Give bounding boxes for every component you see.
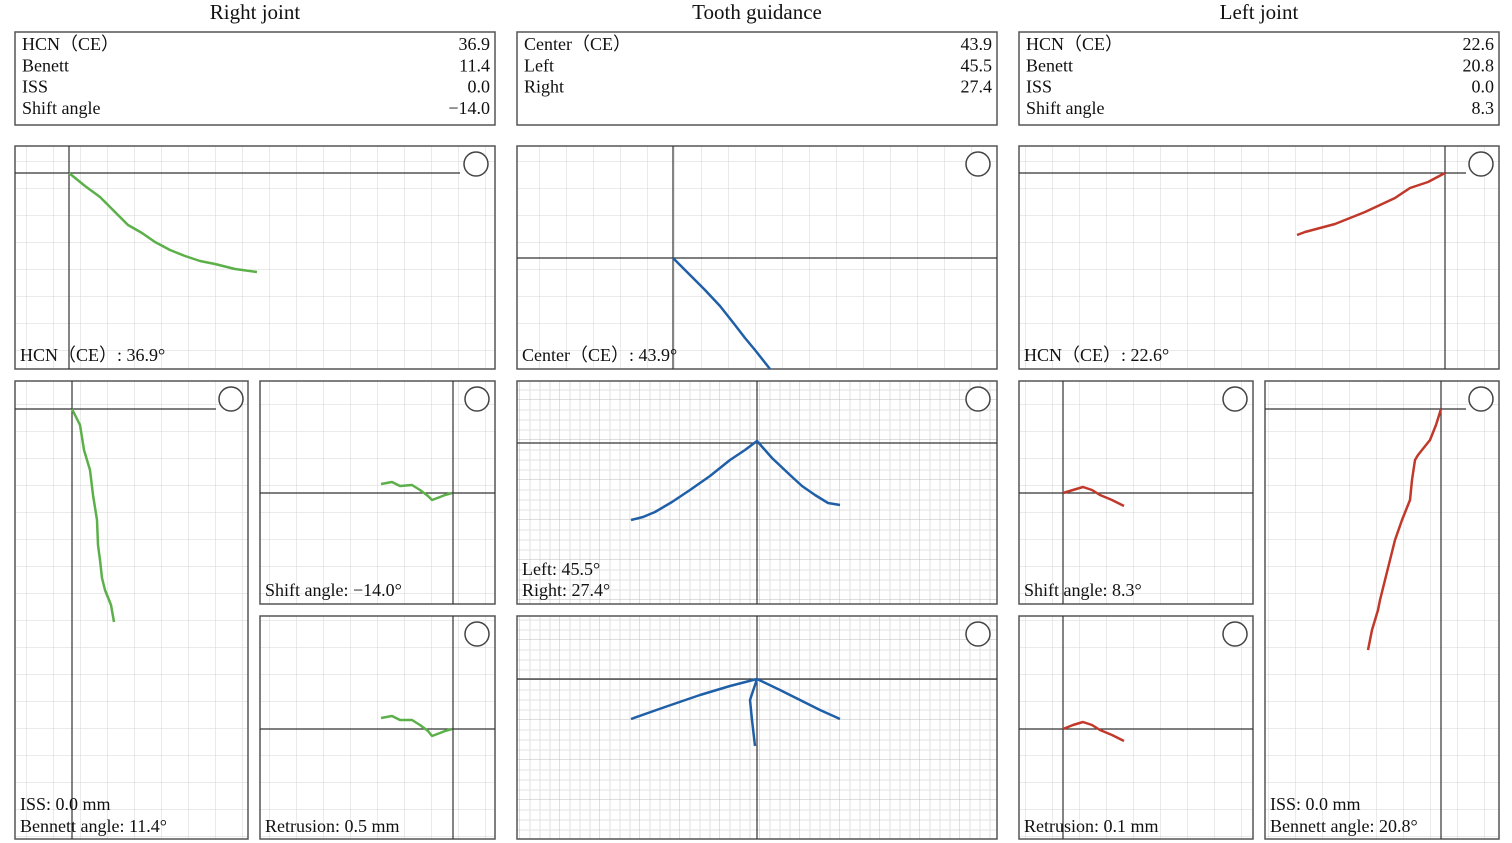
info-box: [14, 31, 496, 126]
info-value: 0.0: [1472, 77, 1495, 97]
view-icon: [965, 621, 991, 647]
trace: [630, 439, 841, 522]
trace: [380, 714, 453, 738]
trace: [1296, 171, 1446, 237]
panel-caption: HCN（CE）: 22.6°: [1024, 345, 1169, 365]
axes: [15, 146, 1466, 839]
trace: [70, 408, 116, 623]
view-icon: [218, 386, 244, 412]
info-value: 20.8: [1463, 55, 1495, 75]
info-value: 22.6: [1463, 34, 1495, 54]
plot-panel: [259, 615, 496, 840]
plot-panel: [1018, 615, 1254, 840]
column-title: Left joint: [1220, 0, 1299, 24]
panel-caption: Retrusion: 0.1 mm: [1024, 816, 1159, 836]
plot-panel: [1264, 380, 1500, 840]
trace: [1366, 408, 1443, 651]
trace: [380, 480, 453, 502]
view-icon: [965, 386, 991, 412]
panel-caption: ISS: 0.0 mm: [1270, 794, 1361, 814]
view-icon: [1468, 151, 1494, 177]
info-box: [1018, 31, 1500, 126]
info-label: Shift angle: [22, 98, 101, 118]
trace: [672, 257, 771, 370]
traces: [68, 171, 1446, 747]
panel-caption: Center（CE）: 43.9°: [522, 345, 677, 365]
icons: [218, 151, 1494, 647]
view-icon: [463, 151, 489, 177]
panel-caption: Shift angle: −14.0°: [265, 580, 402, 600]
column-title: Right joint: [210, 0, 301, 24]
info-label: Right: [524, 77, 564, 97]
info-box: [516, 31, 998, 126]
info-label: Benett: [22, 55, 69, 75]
trace: [748, 678, 759, 747]
info-value: 11.4: [459, 55, 490, 75]
panel-caption: Bennett angle: 20.8°: [1270, 816, 1418, 836]
view-icon: [965, 151, 991, 177]
trace: [1062, 720, 1125, 743]
trace: [1062, 485, 1125, 508]
info-label: Benett: [1026, 55, 1073, 75]
plot-panel: [1018, 145, 1500, 370]
panel-caption: HCN（CE）: 36.9°: [20, 345, 165, 365]
info-value: 27.4: [961, 77, 993, 97]
panel-caption: Bennett angle: 11.4°: [20, 816, 167, 836]
info-value: 0.0: [468, 77, 491, 97]
info-value: 43.9: [961, 34, 993, 54]
view-icon: [1222, 386, 1248, 412]
info-label: Center（CE）: [524, 34, 631, 54]
info-label: HCN（CE）: [22, 34, 119, 54]
panel-caption: Right: 27.4°: [522, 580, 610, 600]
view-icon: [1222, 621, 1248, 647]
info-label: Shift angle: [1026, 98, 1105, 118]
info-label: ISS: [22, 77, 48, 97]
view-icon: [1468, 386, 1494, 412]
info-label: Left: [524, 55, 554, 75]
view-icon: [464, 621, 490, 647]
info-value: 8.3: [1472, 98, 1495, 118]
info-value: 45.5: [961, 55, 993, 75]
info-value: −14.0: [448, 98, 490, 118]
trace: [68, 172, 258, 274]
panel-caption: ISS: 0.0 mm: [20, 794, 111, 814]
info-label: ISS: [1026, 77, 1052, 97]
labels: Right joint HCN（CE） 36.9 Benett 11.4 ISS 0.0 Sh…: [20, 0, 1494, 836]
column-title: Tooth guidance: [692, 0, 822, 24]
panel-caption: Retrusion: 0.5 mm: [265, 816, 400, 836]
info-value: 36.9: [459, 34, 491, 54]
view-icon: [464, 386, 490, 412]
panel-caption: Shift angle: 8.3°: [1024, 580, 1142, 600]
plot-panel: [14, 145, 496, 370]
panel-caption: Left: 45.5°: [522, 559, 600, 579]
plot-panel: [14, 380, 249, 840]
info-label: HCN（CE）: [1026, 34, 1123, 54]
axis-lines: [15, 146, 1466, 839]
